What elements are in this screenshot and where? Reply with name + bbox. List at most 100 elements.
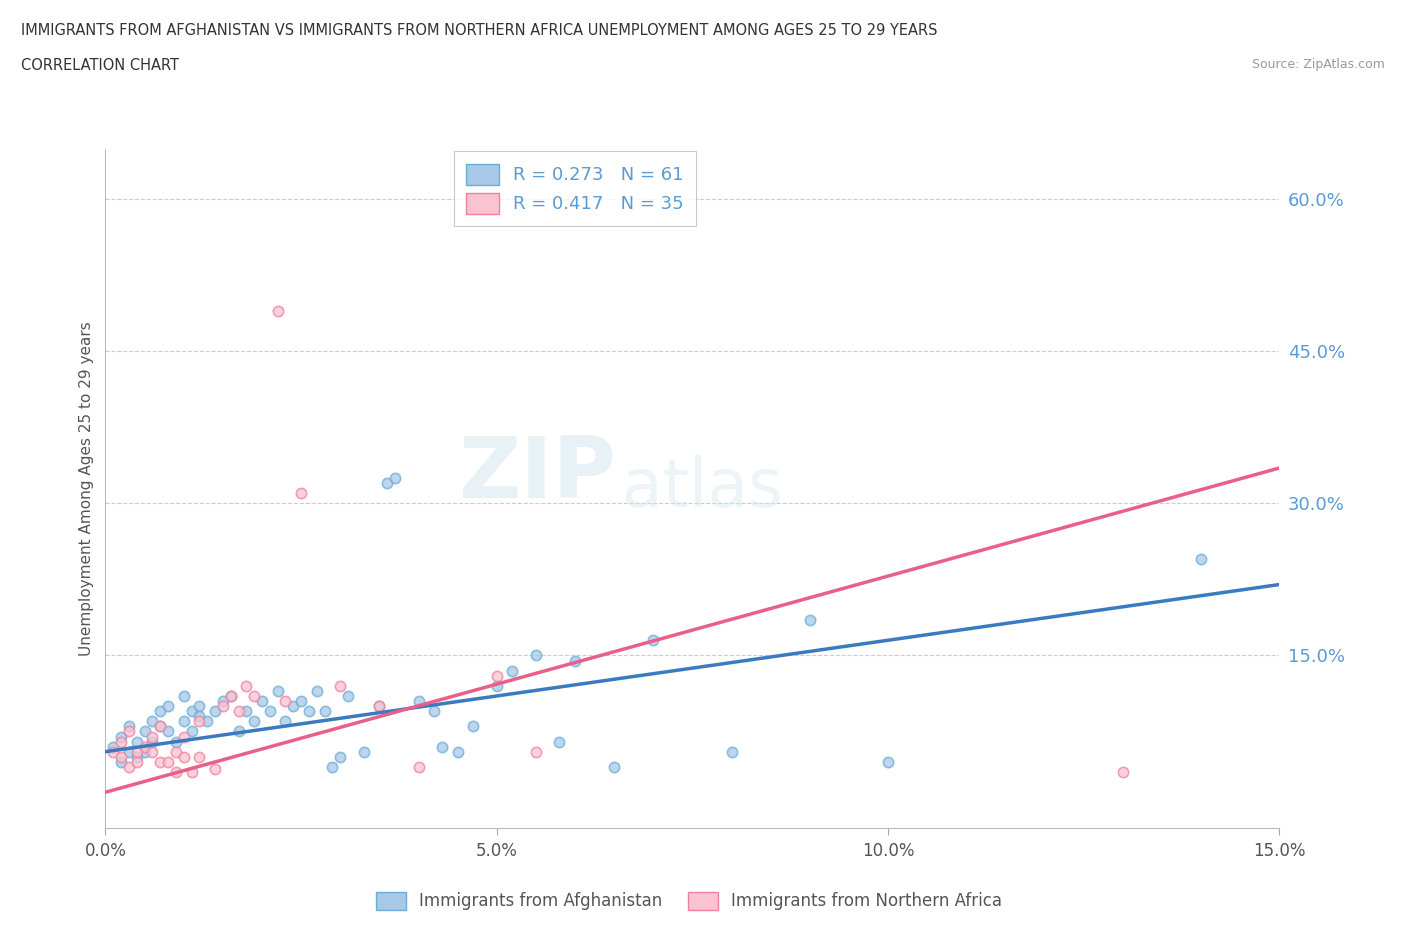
Point [408,760,430,775]
Point [118,760,141,775]
Point [173,714,195,729]
Point [141,744,163,759]
Point [103,739,125,754]
Point [211,698,233,713]
Point [720,744,742,759]
Point [353,744,375,759]
Point [134,724,156,738]
Point [877,754,900,769]
Point [259,704,281,719]
Point [799,613,821,628]
Point [446,744,468,759]
Point [463,719,485,734]
Point [165,744,187,759]
Point [524,744,547,759]
Point [1112,764,1135,779]
Point [149,719,172,734]
Point [165,764,187,779]
Legend: R = 0.273   N = 61, R = 0.417   N = 35: R = 0.273 N = 61, R = 0.417 N = 35 [454,151,696,226]
Point [235,678,257,693]
Text: Source: ZipAtlas.com: Source: ZipAtlas.com [1251,58,1385,71]
Point [110,734,132,749]
Point [188,714,211,729]
Point [266,684,288,698]
Point [524,648,547,663]
Point [485,669,508,684]
Point [368,698,391,713]
Point [173,729,195,744]
Point [173,750,195,764]
Point [180,704,202,719]
Point [430,739,453,754]
Point [283,698,305,713]
Point [368,698,391,713]
Point [110,750,132,764]
Point [149,719,172,734]
Point [211,694,233,709]
Point [141,714,163,729]
Point [188,709,211,724]
Point [235,704,257,719]
Point [274,694,297,709]
Text: ZIP: ZIP [458,433,616,516]
Text: atlas: atlas [621,456,783,521]
Point [501,663,523,678]
Point [110,729,132,744]
Point [274,714,297,729]
Point [290,694,312,709]
Point [204,704,226,719]
Point [188,750,211,764]
Point [375,476,398,491]
Point [266,303,288,318]
Point [485,678,508,693]
Point [141,729,163,744]
Point [643,632,665,647]
Point [298,704,321,719]
Point [219,688,242,703]
Point [149,754,172,769]
Point [118,724,141,738]
Point [180,764,202,779]
Point [243,714,266,729]
Point [125,734,148,749]
Point [157,724,180,738]
Point [103,744,125,759]
Point [125,754,148,769]
Point [243,688,266,703]
Point [337,688,360,703]
Point [157,698,180,713]
Point [408,694,430,709]
Point [125,744,148,759]
Point [149,704,172,719]
Point [329,678,352,693]
Point [141,734,163,749]
Text: IMMIGRANTS FROM AFGHANISTAN VS IMMIGRANTS FROM NORTHERN AFRICA UNEMPLOYMENT AMON: IMMIGRANTS FROM AFGHANISTAN VS IMMIGRANT… [21,23,938,38]
Point [250,694,273,709]
Point [110,754,132,769]
Point [329,750,352,764]
Point [204,762,226,777]
Point [314,704,336,719]
Point [321,760,343,775]
Point [603,760,626,775]
Point [564,653,586,668]
Point [228,724,250,738]
Point [195,714,218,729]
Legend: Immigrants from Afghanistan, Immigrants from Northern Africa: Immigrants from Afghanistan, Immigrants … [370,885,1008,917]
Point [118,719,141,734]
Point [228,704,250,719]
Point [165,734,187,749]
Point [157,754,180,769]
Point [173,688,195,703]
Point [188,698,211,713]
Point [219,688,242,703]
Point [290,485,312,500]
Text: CORRELATION CHART: CORRELATION CHART [21,58,179,73]
Point [384,471,406,485]
Y-axis label: Unemployment Among Ages 25 to 29 years: Unemployment Among Ages 25 to 29 years [79,321,94,656]
Point [134,744,156,759]
Point [180,724,202,738]
Point [125,750,148,764]
Point [118,744,141,759]
Point [1189,551,1212,566]
